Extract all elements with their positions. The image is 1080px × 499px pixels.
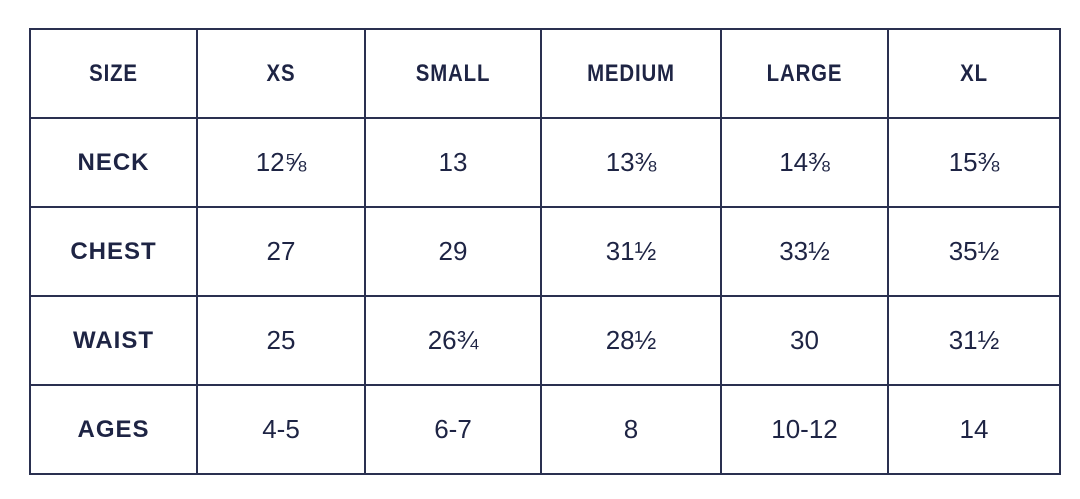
row-label: AGES bbox=[29, 384, 198, 475]
row-label: CHEST bbox=[29, 206, 198, 297]
header-cell: MEDIUM bbox=[553, 28, 709, 119]
header-cell: XL bbox=[900, 28, 1048, 119]
table-cell: 28½ bbox=[540, 295, 722, 386]
size-table: SIZE XS SMALL MEDIUM LARGE XL NECK 12⅝ 13 13⅜ 14⅜… bbox=[29, 28, 1061, 475]
table-cell: 31½ bbox=[540, 206, 722, 297]
table-cell: 31½ bbox=[887, 295, 1061, 386]
header-cell: SMALL bbox=[377, 28, 529, 119]
table-cell: 35½ bbox=[887, 206, 1061, 297]
header-cell: LARGE bbox=[732, 28, 877, 119]
table-cell: 13 bbox=[364, 117, 542, 208]
table-row: NECK 12⅝ 13 13⅜ 14⅜ 15⅜ bbox=[29, 117, 1061, 208]
table-cell: 15⅜ bbox=[887, 117, 1061, 208]
table-cell: 14⅜ bbox=[720, 117, 889, 208]
header-cell: SIZE bbox=[41, 28, 186, 119]
table-cell: 4-5 bbox=[196, 384, 366, 475]
table-cell: 33½ bbox=[720, 206, 889, 297]
header-row: SIZE XS SMALL MEDIUM LARGE XL bbox=[30, 28, 1060, 119]
row-label: NECK bbox=[29, 117, 198, 208]
table-row: AGES 4-5 6-7 8 10-12 14 bbox=[29, 384, 1061, 475]
table-cell: 26¾ bbox=[364, 295, 542, 386]
table-cell: 12⅝ bbox=[196, 117, 366, 208]
table-cell: 8 bbox=[540, 384, 722, 475]
row-label: WAIST bbox=[29, 295, 198, 386]
table-row: WAIST 25 26¾ 28½ 30 31½ bbox=[29, 295, 1061, 386]
header-cell: XS bbox=[208, 28, 354, 119]
table-cell: 14 bbox=[887, 384, 1061, 475]
table-cell: 10-12 bbox=[720, 384, 889, 475]
table-cell: 29 bbox=[364, 206, 542, 297]
table-cell: 27 bbox=[196, 206, 366, 297]
table-cell: 6-7 bbox=[364, 384, 542, 475]
table-row: CHEST 27 29 31½ 33½ 35½ bbox=[29, 206, 1061, 297]
table-cell: 13⅜ bbox=[540, 117, 722, 208]
table-cell: 25 bbox=[196, 295, 366, 386]
table-body: NECK 12⅝ 13 13⅜ 14⅜ 15⅜ CHEST 27 29 31½ 33½ 35½ WAIS… bbox=[29, 117, 1061, 475]
table-cell: 30 bbox=[720, 295, 889, 386]
